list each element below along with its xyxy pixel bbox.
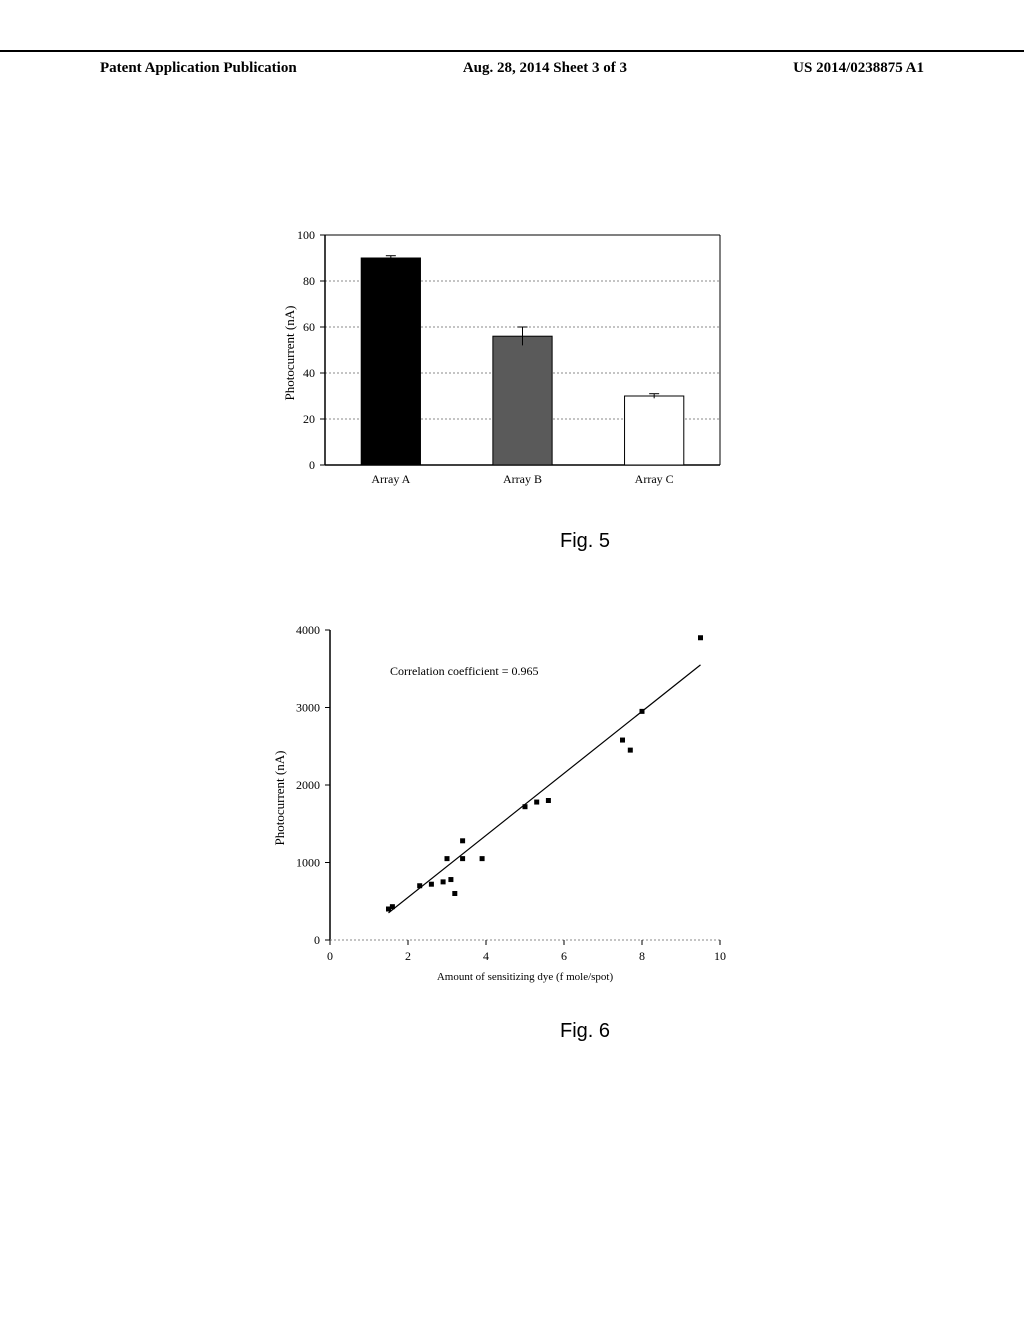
header-center: Aug. 28, 2014 Sheet 3 of 3 [463, 60, 627, 77]
svg-text:10: 10 [714, 949, 726, 963]
svg-text:6: 6 [561, 949, 567, 963]
svg-text:Array C: Array C [635, 472, 674, 486]
svg-text:Correlation coefficient = 0.: Correlation coefficient = 0.965 [390, 664, 539, 678]
fig6-caption: Fig. 6 [560, 1020, 610, 1043]
svg-text:0: 0 [314, 933, 320, 947]
svg-text:0: 0 [309, 458, 315, 472]
svg-text:100: 100 [297, 228, 315, 242]
svg-text:2000: 2000 [296, 778, 320, 792]
svg-text:2: 2 [405, 949, 411, 963]
svg-text:4000: 4000 [296, 623, 320, 637]
fig6-svg: 0 1000 2000 3000 4000 0 2 4 6 8 10 Amount of sensit… [260, 620, 740, 990]
fig6-ylabel: Photocurrent (nA) [272, 723, 288, 873]
patent-header: Patent Application Publication Aug. 28, … [0, 50, 1024, 77]
svg-text:3000: 3000 [296, 701, 320, 715]
svg-text:80: 80 [303, 274, 315, 288]
svg-text:0: 0 [327, 949, 333, 963]
svg-text:40: 40 [303, 366, 315, 380]
fig5-svg: 0 20 40 60 80 100 Array A Array B Array C [260, 225, 740, 495]
figure-6-chart: 0 1000 2000 3000 4000 0 2 4 6 8 10 Amount of sensit… [260, 620, 740, 990]
svg-text:20: 20 [303, 412, 315, 426]
svg-text:8: 8 [639, 949, 645, 963]
header-right: US 2014/0238875 A1 [793, 60, 924, 77]
svg-text:Amount of sensitizing dye (f m: Amount of sensitizing dye (f mole/spot) [437, 971, 614, 983]
svg-text:1000: 1000 [296, 856, 320, 870]
svg-text:60: 60 [303, 320, 315, 334]
fig5-caption: Fig. 5 [560, 530, 610, 553]
svg-text:Array A: Array A [371, 472, 410, 486]
header-left: Patent Application Publication [100, 60, 297, 77]
figure-5-chart: 0 20 40 60 80 100 Array A Array B Array C Photoc… [260, 225, 740, 495]
svg-text:4: 4 [483, 949, 489, 963]
fig5-ylabel: Photocurrent (nA) [282, 278, 298, 428]
svg-text:Array B: Array B [503, 472, 542, 486]
